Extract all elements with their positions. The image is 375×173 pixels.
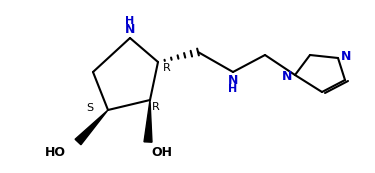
Polygon shape — [144, 100, 152, 142]
Text: N: N — [228, 74, 238, 87]
Text: S: S — [86, 103, 94, 113]
Text: N: N — [282, 71, 292, 84]
Text: H: H — [228, 84, 238, 94]
Text: R: R — [152, 102, 160, 112]
Text: N: N — [341, 49, 351, 62]
Text: HO: HO — [45, 145, 66, 158]
Text: N: N — [125, 23, 135, 36]
Text: R: R — [163, 63, 171, 73]
Text: H: H — [125, 16, 135, 26]
Text: OH: OH — [152, 147, 172, 160]
Polygon shape — [75, 110, 108, 145]
